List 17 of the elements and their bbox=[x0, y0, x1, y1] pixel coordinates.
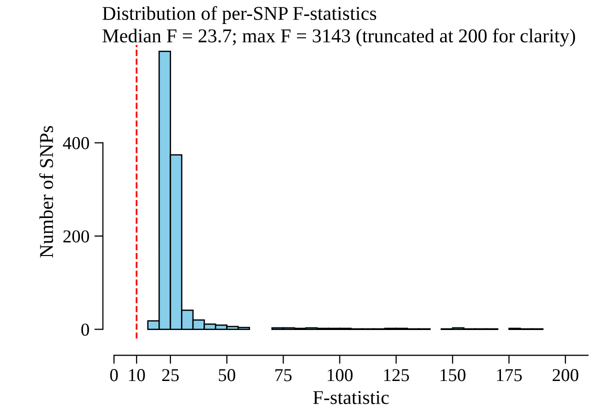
y-tick-label: 0 bbox=[81, 324, 90, 336]
x-tick-label: 125 bbox=[384, 369, 409, 382]
x-tick-label: 0 bbox=[110, 369, 118, 382]
y-axis-title: Number of SNPs bbox=[39, 126, 54, 258]
x-tick-label: 150 bbox=[440, 369, 466, 382]
x-tick-label: 25 bbox=[162, 369, 179, 382]
chart-title: Distribution of per-SNP F-statistics bbox=[102, 6, 376, 24]
chart-subtitle: Median F = 23.7; max F = 3143 (truncated at 200 for clarity) bbox=[102, 28, 576, 46]
x-tick-label: 100 bbox=[328, 369, 353, 382]
y-tick-label: 400 bbox=[62, 137, 90, 150]
x-tick-label: 75 bbox=[275, 369, 292, 382]
x-axis-title: F-statistic bbox=[313, 391, 389, 404]
x-tick-label: 200 bbox=[552, 369, 578, 382]
y-tick-label: 200 bbox=[63, 230, 90, 242]
x-tick-label: 50 bbox=[218, 369, 236, 382]
x-tick-label: 175 bbox=[497, 369, 522, 382]
x-tick-label: 10 bbox=[129, 369, 145, 382]
